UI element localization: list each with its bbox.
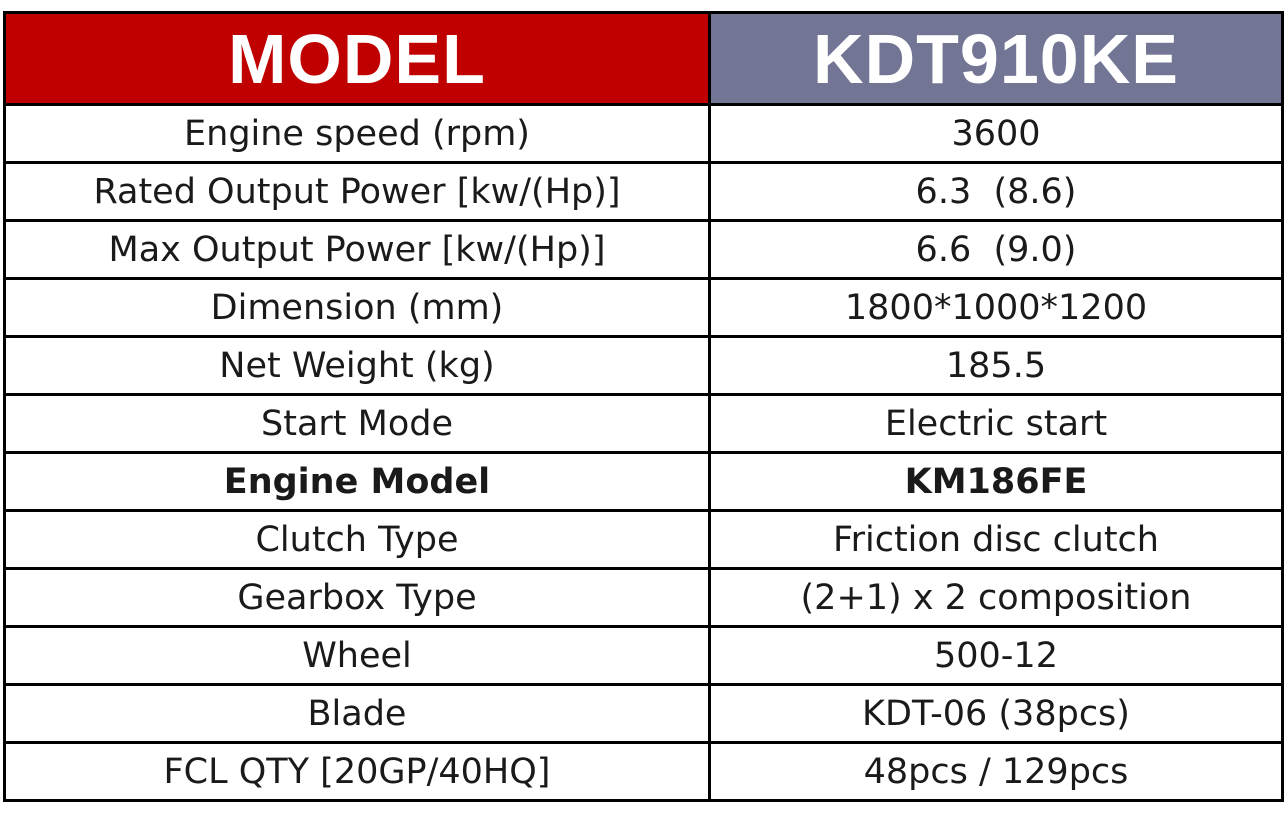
spec-value: 48pcs / 129pcs: [708, 741, 1284, 802]
model-value-cell: KDT910KE: [708, 11, 1284, 106]
spec-label: Max Output Power [kw/(Hp)]: [3, 219, 711, 280]
spec-label: Net Weight (kg): [3, 335, 711, 396]
spec-row-engine-speed: Engine speed (rpm) 3600: [3, 103, 1284, 164]
model-label-cell: MODEL: [3, 11, 711, 106]
header-row: MODEL KDT910KE: [3, 11, 1284, 106]
spec-row-gearbox-type: Gearbox Type (2+1) x 2 composition: [3, 567, 1284, 628]
spec-label: Rated Output Power [kw/(Hp)]: [3, 161, 711, 222]
spec-value: Friction disc clutch: [708, 509, 1284, 570]
spec-value: 6.6 (9.0): [708, 219, 1284, 280]
spec-row-net-weight: Net Weight (kg) 185.5: [3, 335, 1284, 396]
spec-label: Engine speed (rpm): [3, 103, 711, 164]
spec-value: KDT-06 (38pcs): [708, 683, 1284, 744]
spec-value: (2+1) x 2 composition: [708, 567, 1284, 628]
spec-value: KM186FE: [708, 451, 1284, 512]
spec-value: 6.3 (8.6): [708, 161, 1284, 222]
spec-row-start-mode: Start Mode Electric start: [3, 393, 1284, 454]
spec-row-blade: Blade KDT-06 (38pcs): [3, 683, 1284, 744]
spec-value: 500-12: [708, 625, 1284, 686]
spec-row-dimension: Dimension (mm) 1800*1000*1200: [3, 277, 1284, 338]
spec-value: 3600: [708, 103, 1284, 164]
spec-row-clutch-type: Clutch Type Friction disc clutch: [3, 509, 1284, 570]
spec-row-engine-model: Engine Model KM186FE: [3, 451, 1284, 512]
spec-table: MODEL KDT910KE Engine speed (rpm) 3600 R…: [3, 11, 1284, 802]
spec-label: Gearbox Type: [3, 567, 711, 628]
spec-row-max-output-power: Max Output Power [kw/(Hp)] 6.6 (9.0): [3, 219, 1284, 280]
spec-label: FCL QTY [20GP/40HQ]: [3, 741, 711, 802]
spec-label: Blade: [3, 683, 711, 744]
spec-row-wheel: Wheel 500-12: [3, 625, 1284, 686]
spec-value: 1800*1000*1200: [708, 277, 1284, 338]
spec-label: Wheel: [3, 625, 711, 686]
spec-row-rated-output-power: Rated Output Power [kw/(Hp)] 6.3 (8.6): [3, 161, 1284, 222]
spec-value: Electric start: [708, 393, 1284, 454]
spec-row-fcl-qty: FCL QTY [20GP/40HQ] 48pcs / 129pcs: [3, 741, 1284, 802]
spec-label: Engine Model: [3, 451, 711, 512]
spec-value: 185.5: [708, 335, 1284, 396]
spec-label: Clutch Type: [3, 509, 711, 570]
spec-label: Start Mode: [3, 393, 711, 454]
spec-label: Dimension (mm): [3, 277, 711, 338]
